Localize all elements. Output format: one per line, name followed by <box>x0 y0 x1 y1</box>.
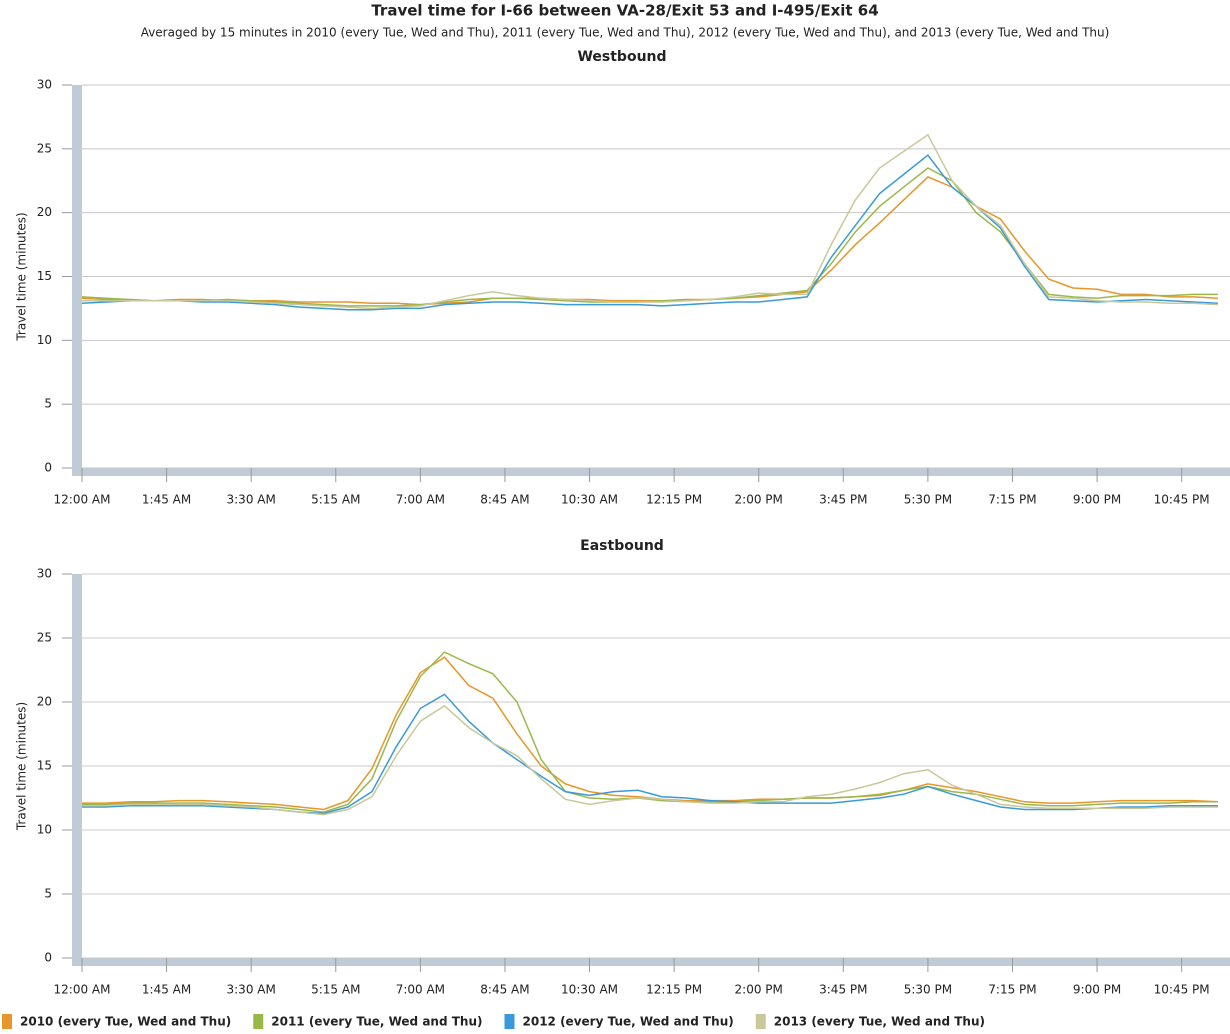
legend-label: 2011 (every Tue, Wed and Thu) <box>271 1015 482 1029</box>
x-tick-label: 1:45 AM <box>142 983 191 997</box>
series-line <box>82 133 1218 310</box>
y-tick-label: 10 <box>37 823 52 837</box>
page-subtitle: Averaged by 15 minutes in 2010 (every Tu… <box>141 26 1110 40</box>
x-tick-label: 10:30 AM <box>561 493 618 507</box>
x-tick-label: 2:00 PM <box>735 493 783 507</box>
x-tick-label: 12:15 PM <box>646 493 702 507</box>
x-tick-label: 7:15 PM <box>988 983 1036 997</box>
y-tick-label: 5 <box>44 887 52 901</box>
y-tick-label: 15 <box>37 269 52 283</box>
y-tick-label: 20 <box>37 205 52 219</box>
legend-swatch <box>253 1014 264 1029</box>
x-tick-label: 5:30 PM <box>904 983 952 997</box>
y-axis-band <box>72 85 82 476</box>
x-tick-label: 10:45 PM <box>1154 493 1210 507</box>
y-axis-band <box>72 574 82 966</box>
chart-title: Westbound <box>577 49 666 65</box>
x-tick-label: 12:15 PM <box>646 983 702 997</box>
x-tick-label: 9:00 PM <box>1073 493 1121 507</box>
series-line <box>82 693 1218 815</box>
series-line <box>81 167 1218 307</box>
x-tick-label: 8:45 AM <box>480 493 529 507</box>
x-tick-label: 7:00 AM <box>396 983 445 997</box>
x-tick-label: 3:30 AM <box>227 983 276 997</box>
legend-swatch <box>2 1014 12 1029</box>
series-line <box>81 154 1218 311</box>
y-tick-label: 20 <box>37 695 52 709</box>
series-line <box>82 704 1218 816</box>
series-line <box>82 656 1218 811</box>
y-tick-label: 30 <box>37 78 52 92</box>
x-tick-label: 7:15 PM <box>988 493 1036 507</box>
y-tick-label: 0 <box>44 951 52 965</box>
legend-label: 2012 (every Tue, Wed and Thu) <box>523 1015 734 1029</box>
chart-title: Eastbound <box>580 538 664 554</box>
y-tick-label: 30 <box>37 567 52 581</box>
x-tick-label: 2:00 PM <box>735 983 783 997</box>
x-tick-label: 3:30 AM <box>227 493 276 507</box>
x-axis-band <box>72 468 1230 476</box>
y-axis-label: Travel time (minutes) <box>15 212 29 341</box>
y-tick-label: 0 <box>44 461 52 475</box>
page-title: Travel time for I-66 between VA-28/Exit … <box>371 2 878 20</box>
y-tick-label: 15 <box>37 759 52 773</box>
x-tick-label: 3:45 PM <box>819 493 867 507</box>
legend-label: 2013 (every Tue, Wed and Thu) <box>774 1015 985 1029</box>
y-tick-label: 5 <box>44 397 52 411</box>
x-tick-label: 1:45 AM <box>142 493 191 507</box>
x-tick-label: 5:15 AM <box>311 983 360 997</box>
legend-swatch <box>504 1014 515 1029</box>
y-tick-label: 25 <box>37 631 52 645</box>
x-tick-label: 5:15 AM <box>311 493 360 507</box>
x-tick-label: 12:00 AM <box>54 493 111 507</box>
y-tick-label: 10 <box>37 333 52 347</box>
legend-label: 2010 (every Tue, Wed and Thu) <box>20 1015 231 1029</box>
x-tick-label: 7:00 AM <box>396 493 445 507</box>
x-tick-label: 8:45 AM <box>480 983 529 997</box>
series-line <box>82 651 1218 813</box>
series-line <box>81 176 1218 306</box>
legend-swatch <box>755 1014 766 1029</box>
x-tick-label: 10:30 AM <box>561 983 618 997</box>
x-tick-label: 5:30 PM <box>904 493 952 507</box>
y-tick-label: 25 <box>37 141 52 155</box>
x-tick-label: 3:45 PM <box>819 983 867 997</box>
x-tick-label: 10:45 PM <box>1154 983 1210 997</box>
y-axis-label: Travel time (minutes) <box>15 702 29 831</box>
x-tick-label: 9:00 PM <box>1073 983 1121 997</box>
x-axis-band <box>72 958 1230 966</box>
x-tick-label: 12:00 AM <box>54 983 111 997</box>
